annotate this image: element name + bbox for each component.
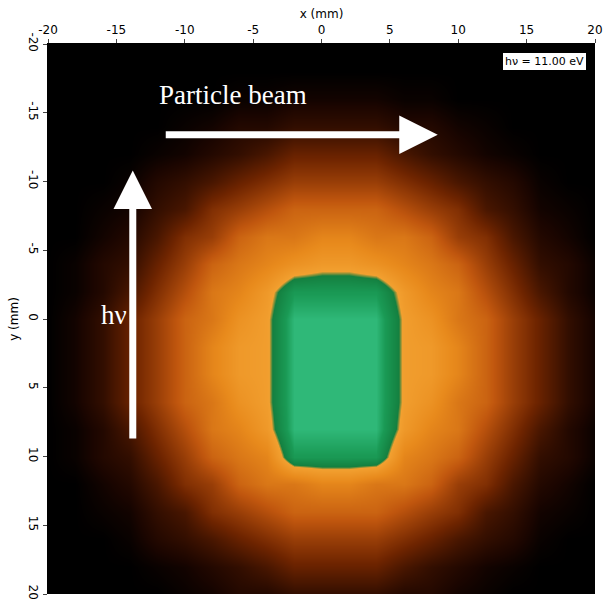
svg-text:hν = 11.00 eV: hν = 11.00 eV bbox=[505, 55, 584, 68]
svg-text:15: 15 bbox=[519, 23, 534, 37]
svg-text:20: 20 bbox=[26, 585, 40, 600]
svg-text:hν: hν bbox=[101, 300, 127, 330]
svg-text:-10: -10 bbox=[175, 23, 195, 37]
svg-text:5: 5 bbox=[26, 382, 40, 390]
svg-text:0: 0 bbox=[26, 313, 40, 321]
svg-text:-5: -5 bbox=[247, 23, 259, 37]
svg-text:-5: -5 bbox=[26, 242, 40, 254]
svg-text:x (mm): x (mm) bbox=[300, 7, 344, 21]
svg-text:20: 20 bbox=[587, 23, 602, 37]
svg-text:-15: -15 bbox=[107, 23, 127, 37]
svg-text:-10: -10 bbox=[26, 170, 40, 190]
svg-text:0: 0 bbox=[318, 23, 326, 37]
svg-text:y (mm): y (mm) bbox=[7, 297, 21, 341]
svg-text:-20: -20 bbox=[38, 23, 58, 37]
svg-text:5: 5 bbox=[386, 23, 394, 37]
svg-text:-15: -15 bbox=[26, 101, 40, 121]
svg-text:10: 10 bbox=[26, 447, 40, 462]
svg-text:15: 15 bbox=[26, 516, 40, 531]
svg-text:Particle beam: Particle beam bbox=[159, 80, 307, 110]
svg-text:10: 10 bbox=[451, 23, 466, 37]
svg-text:-20: -20 bbox=[26, 32, 40, 52]
